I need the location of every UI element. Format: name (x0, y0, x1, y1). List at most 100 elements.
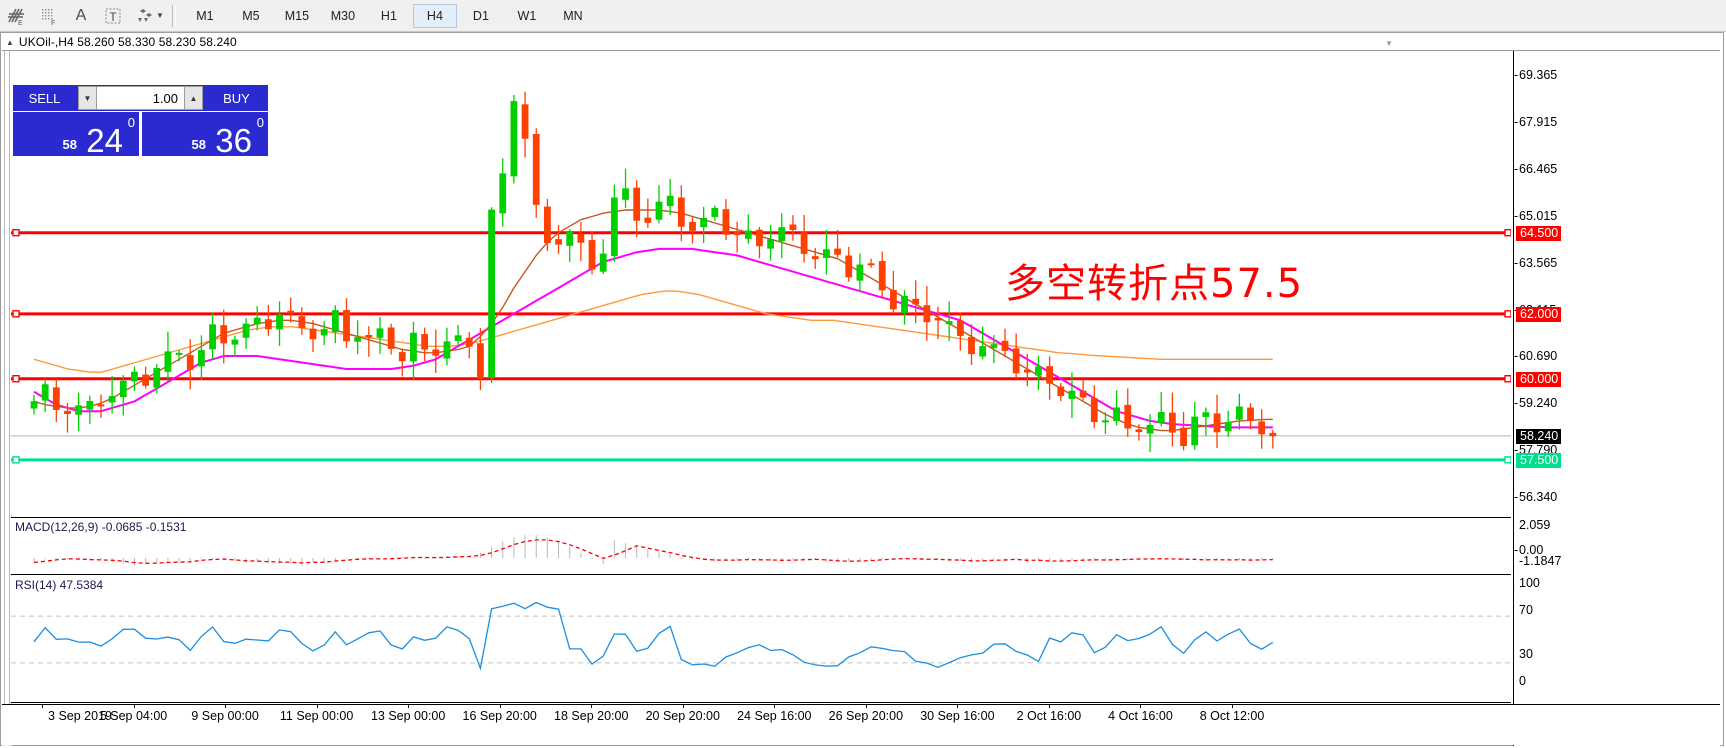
text-label-icon[interactable]: A (75, 6, 87, 24)
chevron-down-icon[interactable]: ▼ (156, 11, 164, 20)
timeframe-m1[interactable]: M1 (196, 8, 214, 23)
time-tick-mark (42, 704, 43, 708)
price-tick: -69.365 (1514, 67, 1558, 82)
time-tick-mark (1232, 704, 1233, 708)
time-tick-mark (1140, 704, 1142, 708)
svg-text:E: E (18, 20, 23, 26)
rsi-tick: 0 (1519, 674, 1526, 688)
trade-panel-top-row: SELL ▼ 1.00 ▲ BUY (13, 85, 268, 111)
price-badge-57.500[interactable]: 57.500 (1516, 452, 1562, 468)
timeframe-w1[interactable]: W1 (517, 8, 537, 23)
sell-price-main: 24 (86, 122, 123, 159)
price-tick: -63.565 (1514, 256, 1558, 271)
time-tick-mark (682, 704, 684, 708)
time-tick-mark (316, 704, 318, 708)
timeframe-m30[interactable]: M30 (330, 8, 356, 23)
chart-window: ▲ UKOil-,H4 58.260 58.330 58.230 58.240 … (0, 32, 1724, 746)
macd-tick: -0.00 (1514, 543, 1544, 557)
price-tick: -67.915 (1514, 114, 1558, 129)
time-tick-label: 3 Sep 2019 (48, 709, 112, 723)
price-axis[interactable]: -69.365-67.915-66.465-65.015-63.565-62.1… (1513, 51, 1720, 746)
time-tick-label: 13 Sep 00:00 (370, 709, 446, 723)
time-tick-label: 2 Oct 16:00 (1016, 709, 1082, 723)
time-tick-mark (591, 704, 593, 708)
volume-up-button[interactable]: ▲ (184, 86, 203, 110)
timeframe-m5[interactable]: M5 (242, 8, 260, 23)
price-tick: -56.340 (1514, 490, 1558, 505)
price-badge-62.000[interactable]: 62.000 (1516, 306, 1562, 322)
time-tick-label: 9 Sep 00:00 (191, 709, 259, 723)
time-axis[interactable]: 3 Sep 2019 5 Sep 04:00 9 Sep 00:00 11 Sep 0… (2, 704, 1720, 745)
price-tick: -60.690 (1514, 349, 1558, 364)
timeframe-h4[interactable]: H4 (412, 3, 457, 28)
volume-input[interactable]: 1.00 (97, 86, 184, 110)
timeframe-mn[interactable]: MN (563, 8, 583, 23)
time-tick-mark (774, 704, 776, 708)
time-tick-mark (957, 704, 959, 708)
macd-label: MACD(12,26,9) -0.0685 -0.1531 (15, 520, 187, 534)
time-tick-mark (865, 704, 867, 708)
one-click-trading-panel[interactable]: SELL ▼ 1.00 ▲ BUY 58 24 0 58 36 0 (13, 85, 268, 159)
volume-control[interactable]: ▼ 1.00 ▲ (76, 85, 205, 111)
time-tick-label: 16 Sep 20:00 (462, 709, 537, 723)
timeframe-d1[interactable]: D1 (472, 8, 489, 23)
macd-chart-svg (33, 535, 1274, 566)
time-tick-label: 20 Sep 20:00 (645, 709, 720, 723)
sell-price-prefix: 58 (62, 137, 77, 152)
rsi-tick: 30 (1519, 647, 1533, 661)
timeframe-h1[interactable]: H1 (380, 8, 397, 23)
volume-down-button[interactable]: ▼ (78, 86, 97, 110)
text-box-icon[interactable]: T (98, 3, 128, 29)
collapse-triangle-icon[interactable]: ▲ (6, 37, 14, 47)
timeframe-m15[interactable]: M15 (284, 8, 310, 23)
time-tick-label: 8 Oct 12:00 (1199, 709, 1265, 723)
price-badge-60.000[interactable]: 60.000 (1516, 371, 1562, 387)
trade-panel-prices: 58 24 0 58 36 0 (13, 112, 268, 159)
toolbar: E F A T (0, 0, 1726, 32)
macd-tick: -1.1847 (1519, 554, 1562, 568)
time-tick-label: 24 Sep 16:00 (737, 709, 812, 723)
time-tick-mark (133, 704, 135, 708)
price-chart-svg (11, 91, 1511, 464)
price-badge-58.240[interactable]: 58.240 (1516, 428, 1562, 444)
objects-icon[interactable] (130, 3, 160, 29)
buy-price-fraction: 0 (256, 115, 264, 130)
time-tick-mark (408, 704, 410, 708)
price-badge-64.500[interactable]: 64.500 (1516, 225, 1562, 241)
price-tick: -65.015 (1514, 208, 1558, 223)
timeframe-group: M1 M5 M15 M30 H1 H4 D1 W1 MN (182, 3, 596, 28)
time-tick-label: 18 Sep 20:00 (554, 709, 629, 723)
time-tick-label: 5 Sep 04:00 (99, 709, 168, 723)
time-tick-label: 26 Sep 20:00 (828, 709, 904, 723)
time-tick-label: 30 Sep 16:00 (920, 709, 995, 723)
macd-pane[interactable]: MACD(12,26,9) -0.0685 -0.1531 (11, 517, 1511, 575)
rsi-chart-svg (11, 601, 1511, 671)
time-tick-label: 4 Oct 16:00 (1108, 709, 1173, 723)
time-tick-mark (225, 704, 227, 708)
sell-price-box[interactable]: 58 24 0 (13, 112, 139, 159)
time-tick-mark (1048, 704, 1050, 708)
svg-text:T: T (109, 10, 117, 24)
svg-text:F: F (51, 20, 55, 26)
buy-price-prefix: 58 (191, 137, 206, 152)
time-tick-label: 11 Sep 00:00 (279, 709, 354, 723)
rsi-label: RSI(14) 47.5384 (15, 578, 104, 592)
time-tick-mark (499, 704, 501, 708)
rsi-tick: 70 (1519, 603, 1533, 617)
price-tick: -66.465 (1514, 161, 1558, 176)
buy-price-box[interactable]: 58 36 0 (142, 112, 268, 159)
chart-annotation-text[interactable]: 多空转折点57.5 (1005, 261, 1304, 307)
rsi-tick: 100 (1519, 576, 1540, 590)
rsi-pane[interactable]: RSI(14) 47.5384 (11, 576, 1511, 703)
grid-icon[interactable]: F (34, 3, 64, 29)
sell-price-fraction: 0 (127, 115, 135, 130)
symbol-ohlc-text: UKOil-,H4 58.260 58.330 58.230 58.240 (18, 35, 237, 49)
toolbar-separator (171, 4, 176, 27)
buy-price-main: 36 (215, 122, 252, 159)
symbol-info-bar: ▲ UKOil-,H4 58.260 58.330 58.230 58.240 (2, 34, 1720, 51)
sell-button[interactable]: SELL (13, 85, 76, 111)
macd-tick: 2.059 (1519, 518, 1551, 532)
buy-button[interactable]: BUY (205, 85, 268, 111)
indicators-icon[interactable]: E (2, 3, 32, 29)
window-collapse-icon[interactable]: ▼ (1385, 39, 1393, 48)
